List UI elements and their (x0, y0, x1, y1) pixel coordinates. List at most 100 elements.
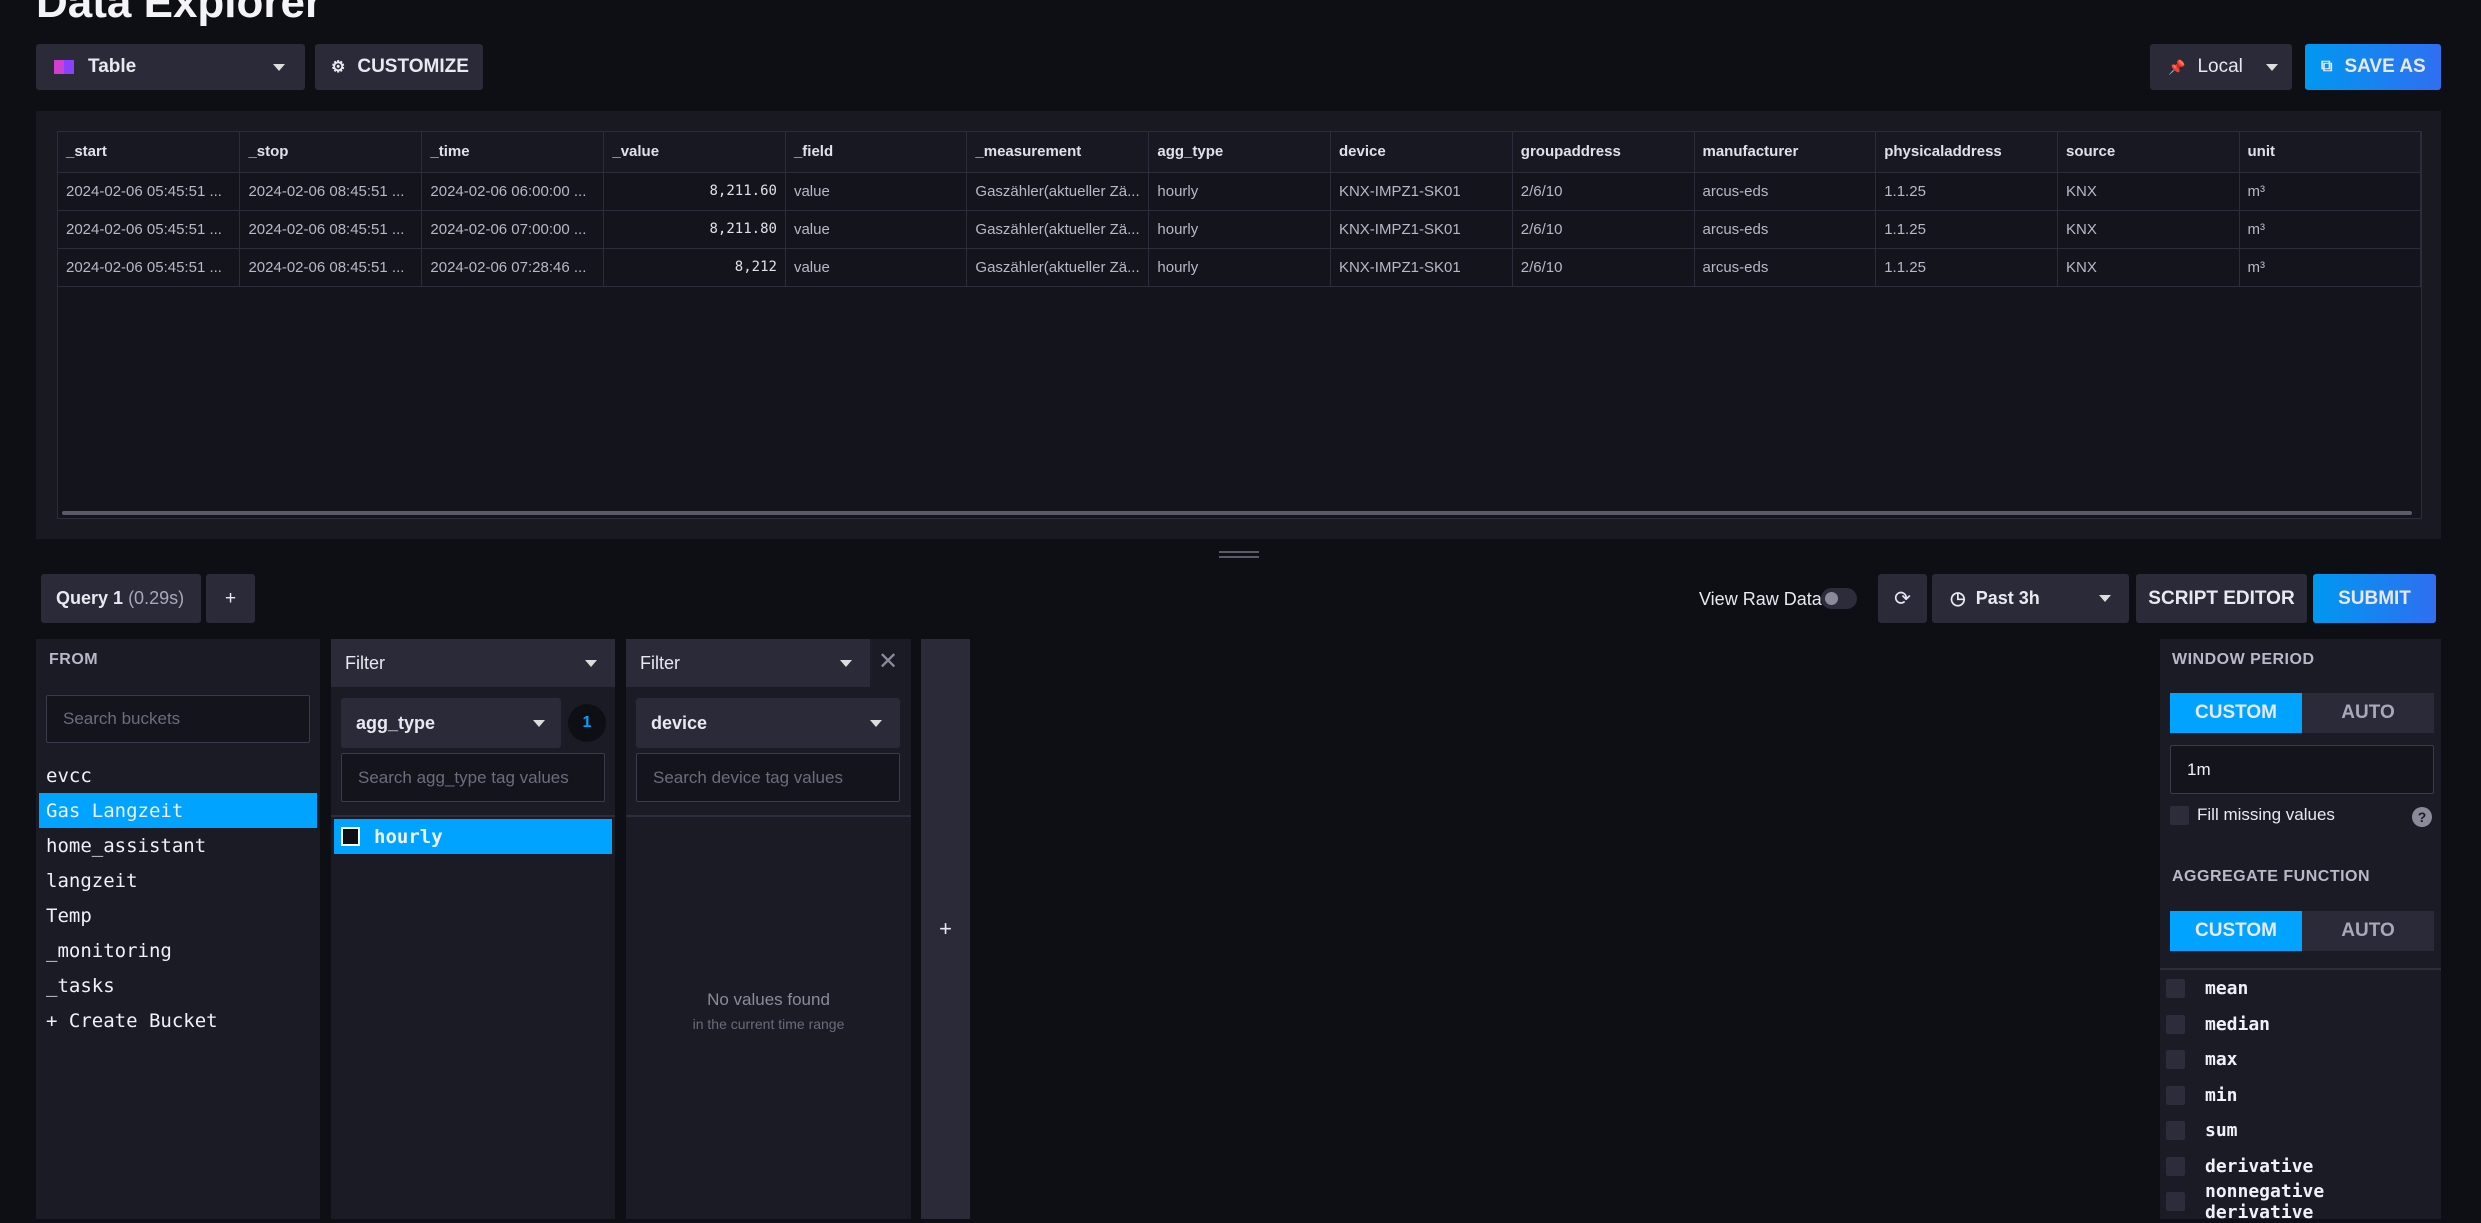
add-filter-button[interactable]: + (921, 639, 970, 1219)
checkbox (2166, 1085, 2185, 1105)
checkbox (2166, 1156, 2185, 1176)
resize-handle[interactable] (1219, 551, 1259, 553)
query-tab[interactable]: Query 1 (0.29s) (41, 574, 201, 623)
table-cell: Gaszähler(aktueller Zä... (966, 248, 1150, 287)
caret (585, 660, 597, 667)
customize-button[interactable]: ⚙ CUSTOMIZE (315, 44, 483, 90)
tag-value[interactable]: hourly (334, 819, 612, 854)
auto-option[interactable]: AUTO (2302, 911, 2434, 951)
function-label: max (2205, 1049, 2238, 1071)
function-label: nonnegative derivative (2205, 1180, 2325, 1223)
window-period-label: WINDOW PERIOD (2172, 651, 2315, 668)
table-cell: value (785, 172, 968, 211)
custom-option[interactable]: CUSTOM (2170, 693, 2302, 733)
divider (2160, 968, 2441, 970)
aggregate-function[interactable]: mean (2160, 971, 2441, 1007)
table-row: 2024-02-06 05:45:51 ... 2024-02-06 08:45:… (58, 210, 2421, 249)
table-cell: arcus-eds (1694, 172, 1877, 211)
table-cell: KNX (2057, 248, 2240, 287)
script-editor-button[interactable]: SCRIPT EDITOR (2136, 574, 2307, 623)
bucket[interactable]: langzeit (46, 869, 138, 892)
timezone-dropdown[interactable]: 📌 Local (2150, 44, 2292, 90)
column-header[interactable]: _value (603, 132, 786, 173)
column-header[interactable]: _start (58, 132, 241, 173)
filter-label: Filter (345, 652, 385, 673)
table-cell: KNX-IMPZ1-SK01 (1330, 248, 1513, 287)
column-header[interactable]: unit (2239, 132, 2421, 173)
bucket[interactable]: home_assistant (46, 834, 207, 857)
checkbox (341, 827, 360, 846)
aggregate-function[interactable]: max (2160, 1042, 2441, 1078)
data-table: _start _stop _time _value _field _measurement… (58, 132, 2421, 287)
bucket[interactable]: + Create Bucket (46, 1009, 218, 1032)
bucket[interactable]: Gas Langzeit (39, 793, 317, 828)
table-cell: hourly (1148, 248, 1331, 287)
help-icon[interactable]: ? (2412, 807, 2432, 827)
from-label: FROM (49, 651, 99, 668)
column-header[interactable]: _field (785, 132, 968, 173)
add-query-button[interactable]: + (206, 574, 255, 623)
submit-button[interactable]: SUBMIT (2313, 574, 2436, 623)
aggregate-function[interactable]: median (2160, 1007, 2441, 1043)
raw-toggle[interactable] (1821, 588, 1857, 609)
page-title: Data Explorer (36, 0, 323, 27)
filter-header[interactable]: Filter (626, 639, 870, 687)
tag-key-dropdown[interactable]: agg_type (341, 698, 561, 748)
column-header[interactable]: _time (421, 132, 605, 173)
column-header[interactable]: _stop (239, 132, 423, 173)
tag-search[interactable]: Search device tag values (636, 753, 900, 802)
checkbox (2166, 1014, 2185, 1034)
caret (870, 720, 882, 727)
table-cell: KNX (2057, 172, 2240, 211)
table-cell: 1.1.25 (1875, 172, 2058, 211)
function-label: derivative (2205, 1155, 2314, 1177)
aggregate-function[interactable]: nonnegative derivative (2160, 1180, 2441, 1223)
auto-option[interactable]: AUTO (2302, 693, 2434, 733)
tag-key-dropdown[interactable]: device (636, 698, 900, 748)
column-header[interactable]: groupaddress (1512, 132, 1695, 173)
aggregate-function[interactable]: sum (2160, 1113, 2441, 1149)
scrollbar[interactable] (62, 511, 2412, 515)
bucket[interactable]: Temp (46, 904, 92, 927)
custom-option[interactable]: CUSTOM (2170, 911, 2302, 951)
tag-value-label: hourly (374, 825, 443, 848)
table-cell: KNX (2057, 210, 2240, 249)
table-cell: arcus-eds (1694, 248, 1877, 287)
table-panel: _start _stop _time _value _field _measurement… (36, 111, 2441, 539)
function-label: mean (2205, 978, 2249, 1000)
table-cell: 1.1.25 (1875, 210, 2058, 249)
aggregate-function[interactable]: min (2160, 1078, 2441, 1114)
refresh-button[interactable]: ⟳ (1878, 574, 1927, 623)
fill-missing[interactable]: Fill missing values (2170, 805, 2335, 825)
aggregate-function[interactable]: derivative (2160, 1149, 2441, 1185)
filter-panel: Filter ✕ device Search device tag values… (626, 639, 911, 1219)
filter-header[interactable]: Filter (331, 639, 615, 687)
tag-search[interactable]: Search agg_type tag values (341, 753, 605, 802)
remove-filter[interactable]: ✕ (878, 648, 899, 675)
save-as-button[interactable]: ⧉ SAVE AS (2305, 44, 2441, 90)
filter-panel: Filter agg_type 1 Search agg_type tag va… (331, 639, 615, 1219)
time-range: Past 3h (1975, 588, 2040, 608)
table-cell: 2024-02-06 08:45:51 ... (239, 248, 423, 287)
column-header[interactable]: manufacturer (1694, 132, 1877, 173)
checkbox (2166, 979, 2185, 999)
column-header[interactable]: _measurement (966, 132, 1150, 173)
column-header[interactable]: physicaladdress (1875, 132, 2058, 173)
save-as-label: SAVE AS (2344, 56, 2426, 77)
bucket[interactable]: evcc (46, 764, 92, 787)
column-header[interactable]: agg_type (1148, 132, 1331, 173)
table-cell: value (785, 210, 968, 249)
bucket[interactable]: _tasks (46, 974, 115, 997)
view-type-dropdown[interactable]: Table (36, 44, 305, 90)
bucket[interactable]: _monitoring (46, 939, 172, 962)
table-cell: KNX-IMPZ1-SK01 (1330, 210, 1513, 249)
column-header[interactable]: device (1330, 132, 1513, 173)
bucket-search[interactable]: Search buckets (46, 695, 310, 743)
time-range-dropdown[interactable]: ◷ Past 3h (1932, 574, 2129, 623)
table-cell: KNX-IMPZ1-SK01 (1330, 172, 1513, 211)
window-period-input[interactable]: 1m (2170, 745, 2434, 794)
column-header[interactable]: source (2057, 132, 2240, 173)
checkbox (2166, 1050, 2185, 1070)
export-icon: ⧉ (2321, 58, 2333, 75)
function-label: median (2205, 1013, 2271, 1035)
